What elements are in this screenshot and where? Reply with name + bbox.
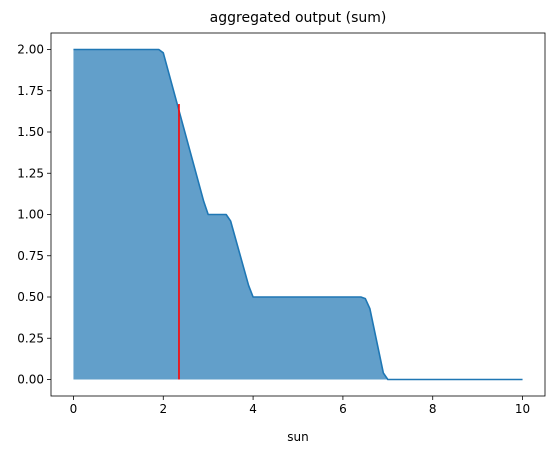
area-fill <box>73 50 522 380</box>
x-tick-label: 6 <box>339 402 347 416</box>
y-tick-label: 0.00 <box>17 373 44 387</box>
y-tick-label: 1.00 <box>17 208 44 222</box>
x-tick-label: 2 <box>159 402 167 416</box>
x-axis-label: sun <box>287 430 308 444</box>
chart-title: aggregated output (sum) <box>210 10 387 26</box>
plot-area <box>73 50 522 380</box>
x-tick-label: 8 <box>429 402 437 416</box>
x-tick-label: 4 <box>249 402 257 416</box>
x-tick-label: 0 <box>70 402 78 416</box>
y-tick-label: 0.50 <box>17 290 44 304</box>
x-tick-label: 10 <box>515 402 530 416</box>
y-tick-label: 1.50 <box>17 125 44 139</box>
y-tick-label: 2.00 <box>17 43 44 57</box>
y-tick-label: 0.75 <box>17 249 44 263</box>
y-tick-label: 1.25 <box>17 166 44 180</box>
y-tick-label: 1.75 <box>17 84 44 98</box>
y-tick-label: 0.25 <box>17 331 44 345</box>
